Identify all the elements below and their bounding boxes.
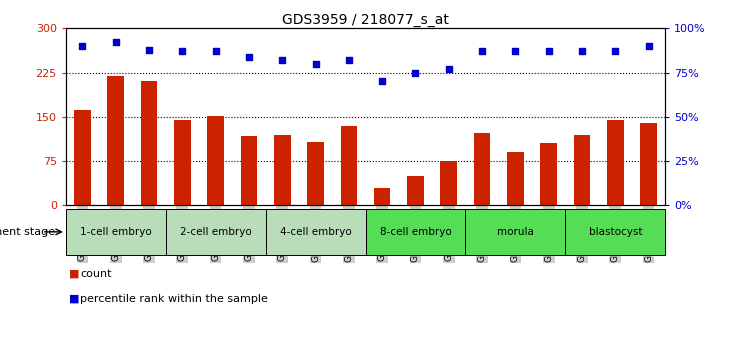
FancyBboxPatch shape <box>466 209 565 255</box>
Bar <box>474 133 491 205</box>
Point <box>376 79 388 84</box>
Point <box>510 48 521 54</box>
Text: 1-cell embryo: 1-cell embryo <box>80 227 151 237</box>
Bar <box>640 123 657 205</box>
Point <box>77 43 88 49</box>
Bar <box>240 136 257 205</box>
Bar <box>341 126 357 205</box>
Point <box>643 43 654 49</box>
Bar <box>74 110 91 205</box>
Text: development stage: development stage <box>0 227 55 237</box>
Point <box>610 48 621 54</box>
Bar <box>307 142 324 205</box>
Bar <box>540 143 557 205</box>
Point <box>143 47 155 52</box>
Point <box>176 48 188 54</box>
Point <box>409 70 421 75</box>
Bar <box>274 135 290 205</box>
Point <box>276 57 288 63</box>
Text: 8-cell embryo: 8-cell embryo <box>379 227 451 237</box>
Bar <box>407 176 424 205</box>
Text: ■: ■ <box>69 269 80 279</box>
FancyBboxPatch shape <box>366 209 466 255</box>
Bar <box>107 75 124 205</box>
Point <box>310 61 322 67</box>
Bar <box>607 120 624 205</box>
Text: 2-cell embryo: 2-cell embryo <box>180 227 251 237</box>
Bar <box>374 188 390 205</box>
Point <box>476 48 488 54</box>
Point <box>343 57 355 63</box>
FancyBboxPatch shape <box>265 209 366 255</box>
Bar <box>440 161 457 205</box>
Title: GDS3959 / 218077_s_at: GDS3959 / 218077_s_at <box>282 13 449 27</box>
Text: ■: ■ <box>69 294 80 304</box>
Point <box>210 48 221 54</box>
Point <box>110 40 121 45</box>
FancyBboxPatch shape <box>565 209 665 255</box>
FancyBboxPatch shape <box>66 209 166 255</box>
Text: percentile rank within the sample: percentile rank within the sample <box>80 294 268 304</box>
Text: morula: morula <box>497 227 534 237</box>
Bar <box>140 81 157 205</box>
Text: 4-cell embryo: 4-cell embryo <box>280 227 352 237</box>
Bar <box>174 120 191 205</box>
Bar <box>507 152 523 205</box>
Text: blastocyst: blastocyst <box>588 227 642 237</box>
Bar <box>208 116 224 205</box>
Point <box>443 66 455 72</box>
FancyBboxPatch shape <box>166 209 265 255</box>
Point <box>543 48 555 54</box>
Bar <box>574 135 591 205</box>
Text: count: count <box>80 269 112 279</box>
Point <box>576 48 588 54</box>
Point <box>243 54 255 59</box>
